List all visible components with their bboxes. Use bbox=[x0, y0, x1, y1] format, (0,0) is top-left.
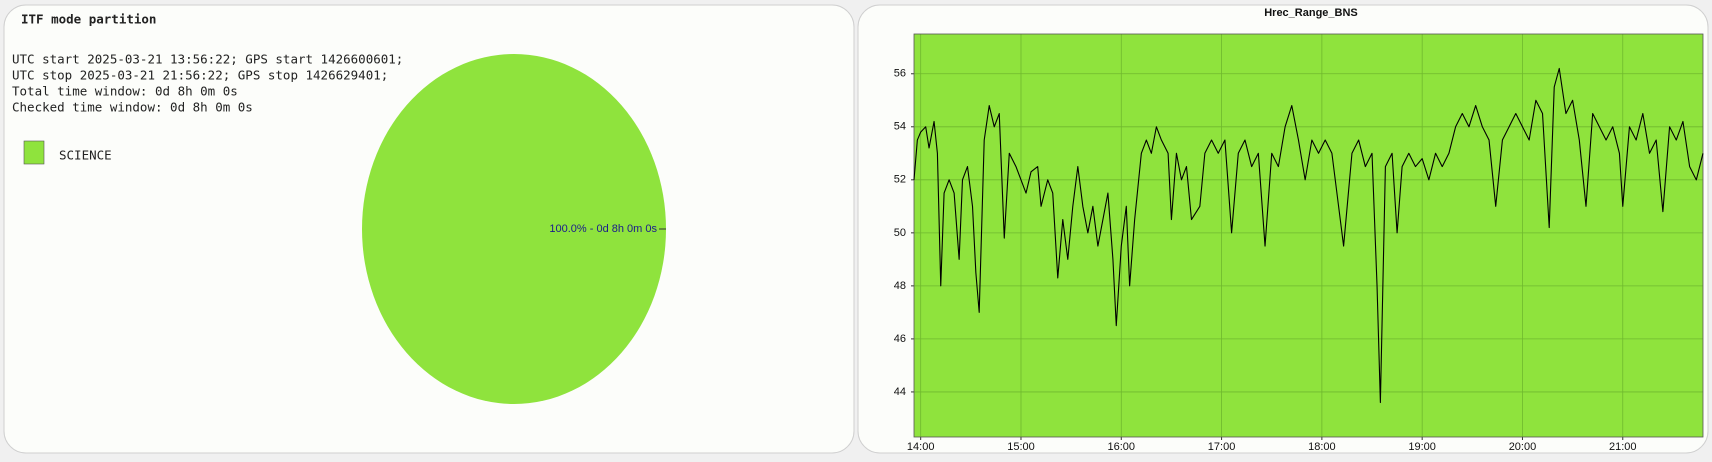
y-tick-label: 44 bbox=[894, 386, 906, 398]
legend-label: SCIENCE bbox=[59, 148, 112, 163]
y-tick-label: 50 bbox=[894, 227, 906, 239]
x-tick-label: 16:00 bbox=[1108, 441, 1136, 453]
y-tick-label: 48 bbox=[894, 280, 906, 292]
legend-swatch bbox=[23, 140, 45, 165]
y-tick-label: 54 bbox=[894, 121, 906, 133]
info-line: Checked time window: 0d 8h 0m 0s bbox=[12, 100, 253, 115]
y-tick-label: 46 bbox=[894, 333, 906, 345]
y-tick-label: 52 bbox=[894, 174, 906, 186]
y-tick-label: 56 bbox=[894, 68, 906, 80]
x-tick-label: 21:00 bbox=[1609, 441, 1637, 453]
x-tick-label: 17:00 bbox=[1208, 441, 1236, 453]
info-line: Total time window: 0d 8h 0m 0s bbox=[12, 84, 238, 99]
pie-title: ITF mode partition bbox=[21, 12, 156, 27]
x-tick-label: 15:00 bbox=[1007, 441, 1035, 453]
slice-label: 100.0% - 0d 8h 0m 0s bbox=[549, 223, 657, 235]
series-line bbox=[913, 67, 1704, 404]
plot-area bbox=[914, 34, 1703, 437]
plot-frame bbox=[913, 33, 1704, 438]
x-tick-label: 19:00 bbox=[1408, 441, 1436, 453]
info-line: UTC start 2025-03-21 13:56:22; GPS start… bbox=[12, 52, 403, 67]
info-line: UTC stop 2025-03-21 21:56:22; GPS stop 1… bbox=[12, 68, 388, 83]
x-tick-label: 18:00 bbox=[1308, 441, 1336, 453]
pie-slice bbox=[362, 54, 666, 404]
x-tick-label: 20:00 bbox=[1509, 441, 1537, 453]
line-title: Hrec_Range_BNS bbox=[1264, 7, 1358, 19]
x-tick-label: 14:00 bbox=[907, 441, 935, 453]
